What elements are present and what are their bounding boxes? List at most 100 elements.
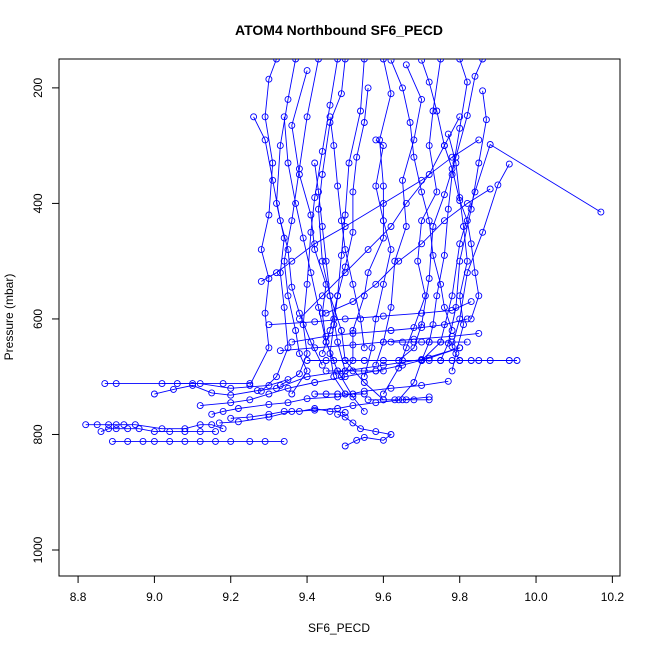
data-point bbox=[410, 153, 418, 161]
data-point bbox=[261, 136, 269, 144]
y-tick-label: 600 bbox=[31, 309, 45, 329]
data-point bbox=[364, 84, 372, 92]
data-point bbox=[341, 390, 349, 398]
data-point bbox=[330, 373, 338, 381]
data-point bbox=[303, 350, 311, 358]
data-point bbox=[387, 384, 395, 392]
data-point bbox=[330, 315, 338, 323]
data-point bbox=[513, 357, 521, 364]
data-point bbox=[326, 327, 334, 334]
chart-title: ATOM4 Northbound SF6_PECD bbox=[235, 22, 443, 38]
profile-line bbox=[268, 301, 472, 326]
data-point bbox=[372, 428, 380, 436]
data-point bbox=[418, 309, 426, 317]
data-point bbox=[288, 390, 296, 398]
profile-line bbox=[398, 59, 484, 361]
data-point bbox=[341, 367, 349, 375]
data-point bbox=[196, 428, 204, 436]
data-point bbox=[437, 280, 445, 288]
data-point bbox=[265, 381, 273, 389]
data-point bbox=[341, 246, 349, 254]
data-point bbox=[295, 309, 303, 317]
data-point bbox=[418, 240, 426, 248]
data-point bbox=[315, 303, 322, 311]
data-point bbox=[418, 381, 426, 389]
data-point bbox=[311, 390, 319, 398]
data-point bbox=[440, 217, 448, 225]
data-point bbox=[440, 251, 448, 259]
data-point bbox=[437, 59, 445, 63]
profile-line bbox=[85, 424, 224, 430]
profile-line bbox=[329, 116, 365, 348]
data-point bbox=[471, 72, 479, 80]
data-point bbox=[494, 181, 502, 189]
data-point bbox=[379, 396, 387, 404]
data-point bbox=[307, 228, 315, 236]
plot-area bbox=[58, 58, 621, 577]
data-point bbox=[337, 217, 345, 225]
data-point bbox=[330, 142, 338, 150]
profile-series bbox=[418, 141, 605, 364]
data-point bbox=[227, 399, 235, 407]
data-point bbox=[276, 217, 284, 225]
data-point bbox=[315, 188, 322, 196]
data-point bbox=[189, 381, 197, 389]
data-point bbox=[337, 251, 345, 259]
data-point bbox=[402, 344, 410, 352]
data-point bbox=[349, 280, 357, 288]
data-point bbox=[311, 194, 319, 202]
data-point bbox=[322, 357, 330, 364]
data-point bbox=[425, 78, 433, 86]
data-point bbox=[467, 315, 475, 323]
data-point bbox=[284, 376, 292, 384]
data-point bbox=[360, 387, 368, 395]
data-point bbox=[166, 428, 174, 436]
profile-line bbox=[291, 318, 468, 343]
data-point bbox=[475, 357, 483, 364]
data-point bbox=[349, 402, 357, 410]
data-point bbox=[463, 217, 471, 225]
profile-line bbox=[280, 59, 339, 386]
data-point bbox=[479, 59, 487, 63]
data-point bbox=[479, 228, 487, 236]
data-point bbox=[353, 153, 361, 161]
profile-line bbox=[321, 87, 369, 354]
data-point bbox=[486, 357, 494, 364]
data-point bbox=[372, 315, 380, 323]
profile-line bbox=[291, 70, 365, 412]
profile-series bbox=[318, 84, 372, 358]
data-point bbox=[433, 188, 441, 196]
data-point bbox=[227, 414, 235, 422]
data-point bbox=[150, 428, 158, 436]
data-point bbox=[433, 292, 441, 300]
data-point bbox=[437, 338, 445, 346]
data-point bbox=[379, 234, 387, 242]
data-point bbox=[246, 413, 254, 421]
data-point bbox=[234, 405, 242, 412]
data-point bbox=[292, 199, 300, 207]
data-point bbox=[326, 292, 334, 300]
data-point bbox=[227, 437, 235, 445]
data-point bbox=[269, 176, 277, 184]
data-point bbox=[273, 269, 280, 277]
profile-series bbox=[250, 113, 326, 369]
data-point bbox=[112, 421, 120, 429]
data-point bbox=[280, 437, 288, 445]
data-point bbox=[337, 327, 345, 334]
y-tick-label: 1000 bbox=[31, 536, 45, 563]
data-point bbox=[341, 211, 349, 219]
data-point bbox=[425, 142, 433, 150]
data-point bbox=[379, 142, 387, 150]
data-point bbox=[284, 95, 292, 103]
data-point bbox=[261, 113, 269, 121]
data-layer bbox=[82, 59, 605, 450]
profile-series bbox=[379, 59, 445, 398]
data-point bbox=[425, 354, 433, 362]
data-point bbox=[452, 350, 460, 358]
y-tick-label: 400 bbox=[31, 193, 45, 213]
data-point bbox=[93, 421, 101, 429]
data-point bbox=[456, 257, 464, 265]
data-point bbox=[387, 327, 395, 334]
data-point bbox=[425, 338, 433, 346]
data-point bbox=[196, 421, 204, 429]
